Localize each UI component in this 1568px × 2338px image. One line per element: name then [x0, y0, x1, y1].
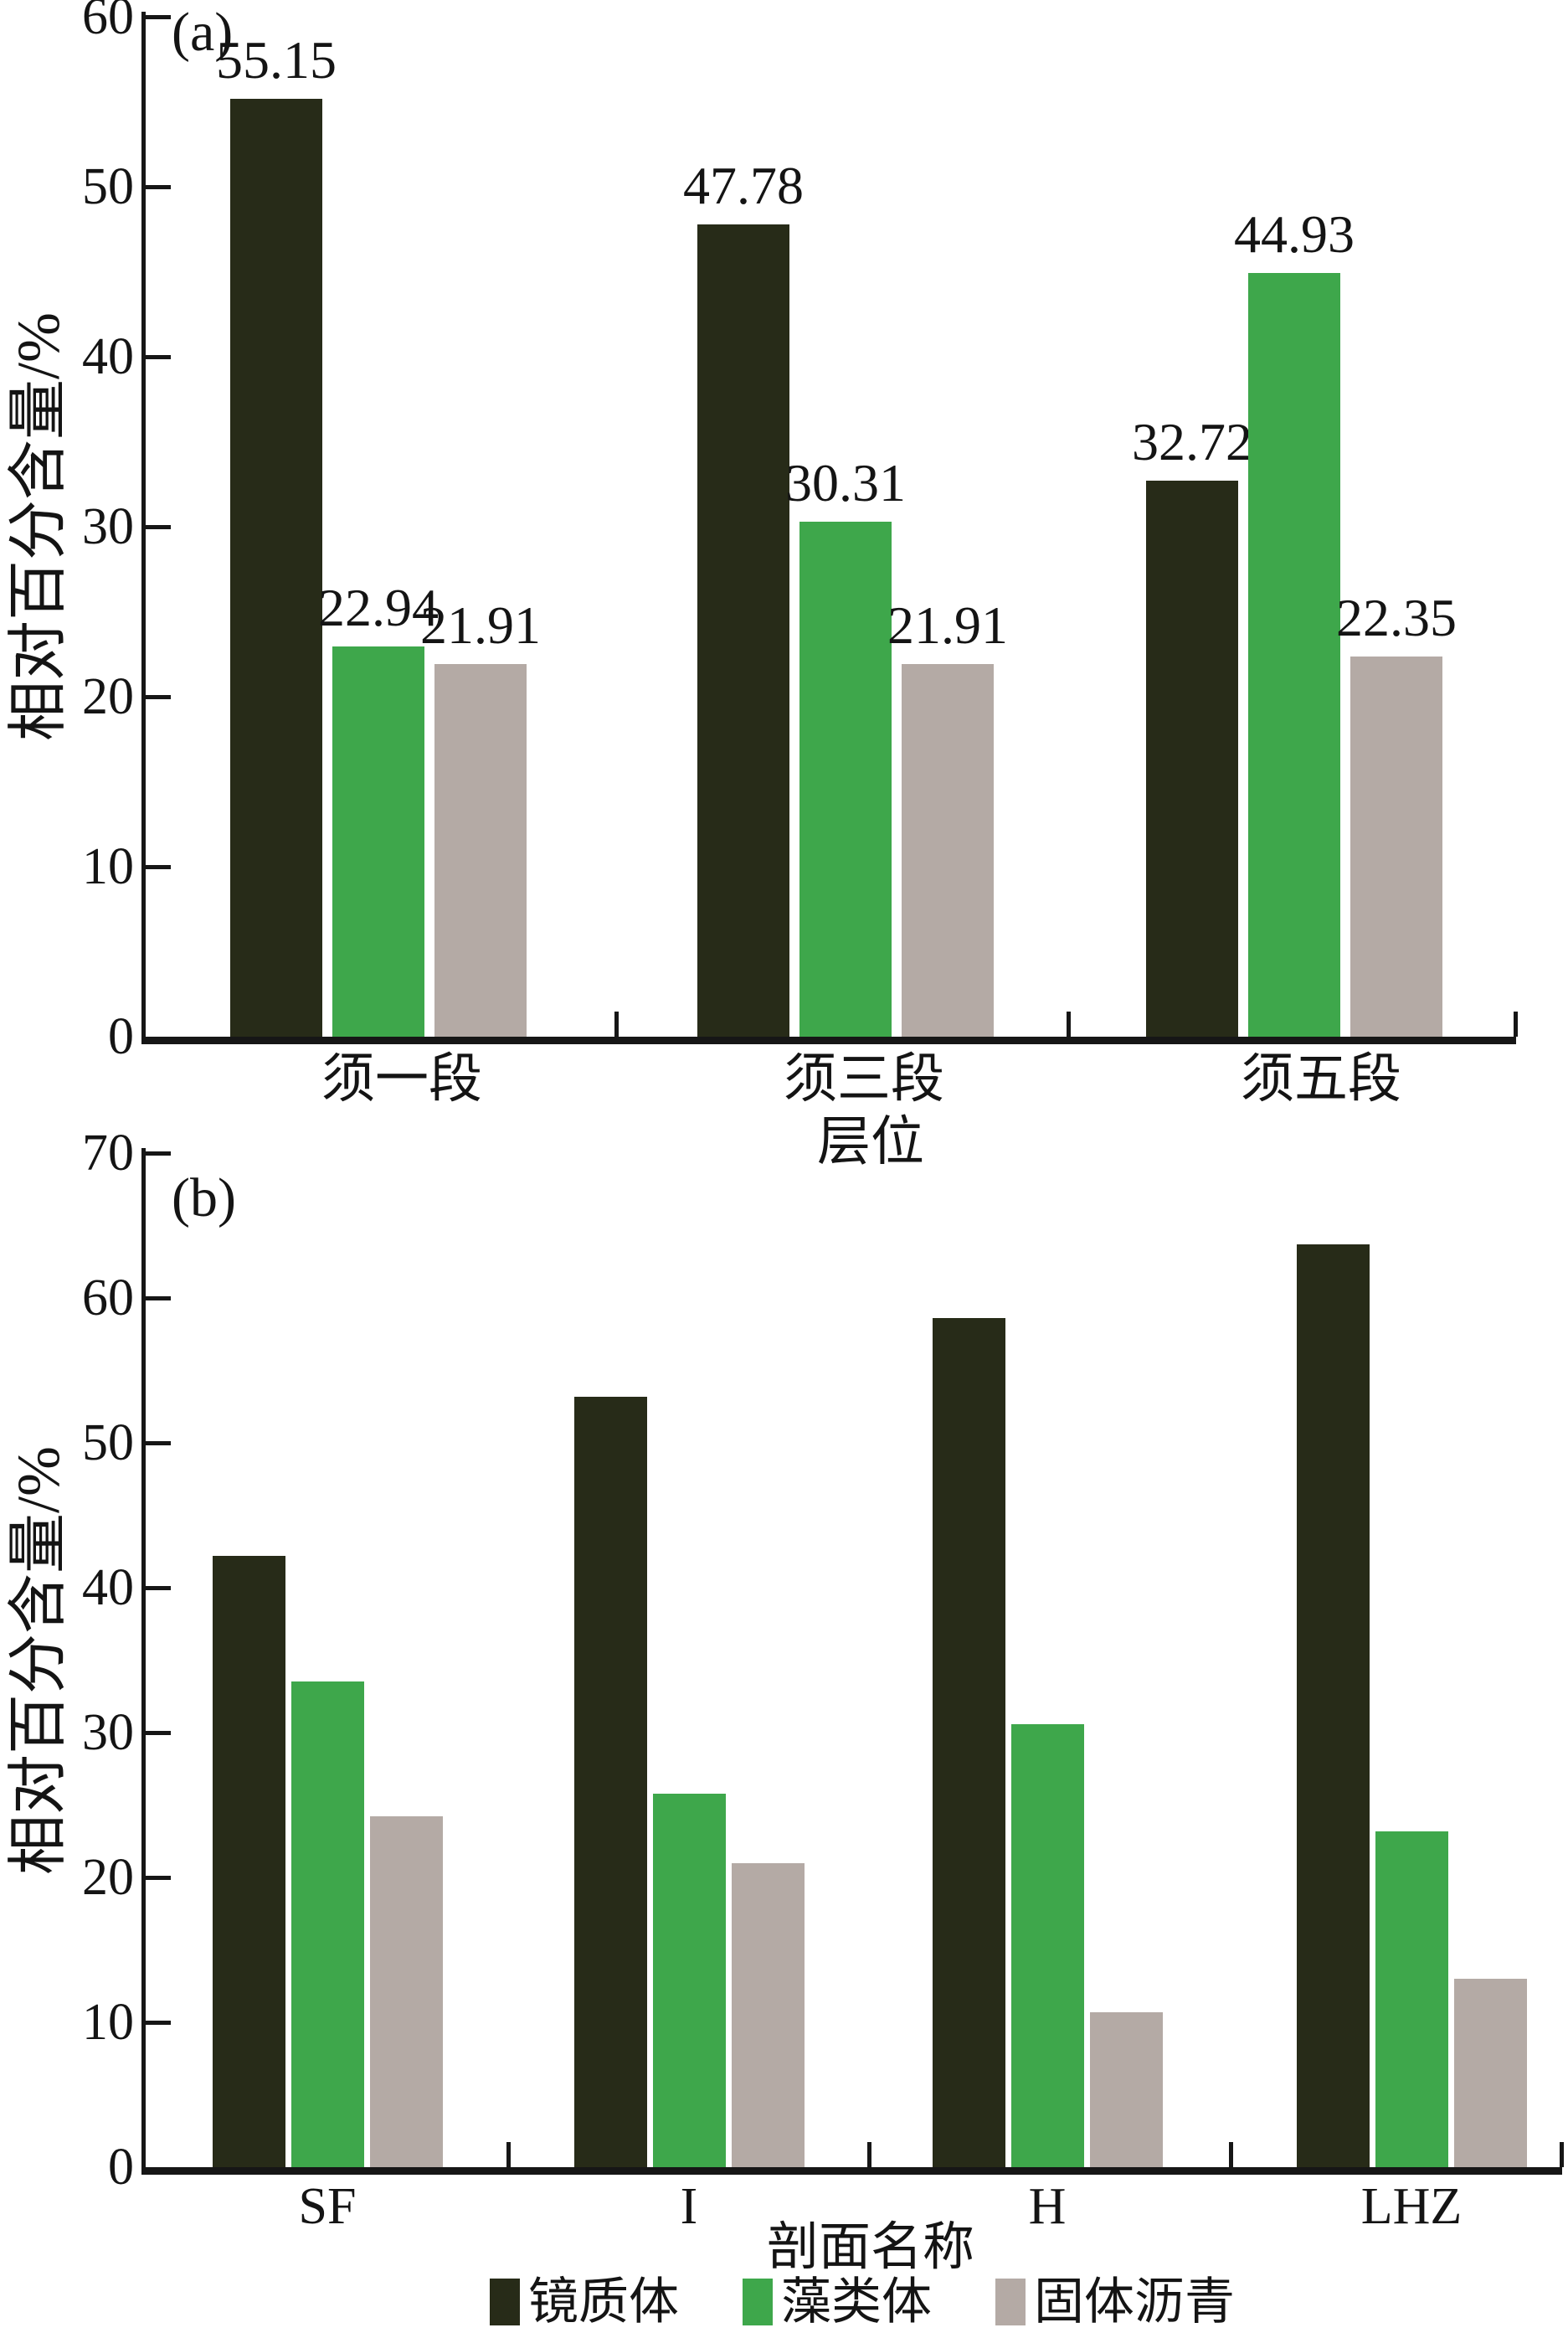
y-tick-label: 50 — [82, 1414, 134, 1471]
y-tick — [146, 14, 171, 19]
panel-b-label: (b) — [172, 1167, 236, 1228]
legend-item: 固体沥青 — [995, 2276, 1235, 2328]
y-tick — [146, 694, 171, 699]
bar-藻类体-H — [1010, 1723, 1084, 2167]
y-tick — [146, 524, 171, 529]
x-category-label: 须五段 — [1241, 1049, 1401, 1109]
y-tick-label: 10 — [82, 1994, 134, 2051]
bar-镜质体-I — [573, 1396, 647, 2167]
legend: 镜质体 藻类体 固体沥青 — [490, 2276, 1235, 2328]
bar-藻类体-须五段 — [1248, 272, 1340, 1037]
x-tick — [866, 2142, 871, 2167]
y-tick — [146, 1440, 171, 1445]
panel-b-x-axis-title: 剖面名称 — [766, 2219, 975, 2276]
bar-value-label: 22.94 — [318, 578, 439, 638]
legend-swatch-icon — [743, 2279, 773, 2325]
bar-镜质体-SF — [212, 1555, 285, 2167]
y-tick-label: 70 — [82, 1125, 134, 1182]
x-tick — [1559, 2142, 1564, 2167]
bar-value-label: 30.31 — [785, 452, 906, 512]
y-tick-label: 10 — [82, 838, 134, 895]
x-tick — [614, 1012, 619, 1037]
bar-藻类体-SF — [290, 1681, 364, 2167]
bar-value-label: 47.78 — [683, 156, 804, 216]
legend-item: 藻类体 — [743, 2276, 932, 2328]
bar-固体沥青-I — [731, 1862, 805, 2167]
x-axis — [141, 1037, 1516, 1044]
panel-a-label: (a) — [172, 2, 234, 63]
bar-value-label: 22.35 — [1336, 588, 1457, 648]
panel-a-x-axis-title: 层位 — [817, 1112, 924, 1172]
x-category-label: LHZ — [1360, 2178, 1463, 2235]
bar-value-label: 32.72 — [1132, 411, 1252, 471]
bar-value-label: 21.91 — [887, 595, 1008, 656]
bar-固体沥青-H — [1089, 2011, 1163, 2167]
x-tick — [1228, 2142, 1233, 2167]
bar-固体沥青-须三段 — [902, 664, 994, 1037]
bar-藻类体-须一段 — [332, 646, 424, 1037]
bar-固体沥青-须一段 — [434, 664, 527, 1037]
x-category-label: I — [680, 2178, 698, 2235]
legend-item: 镜质体 — [490, 2276, 679, 2328]
bar-固体沥青-须五段 — [1350, 657, 1442, 1037]
bar-value-label: 55.15 — [216, 30, 337, 90]
y-axis — [141, 12, 146, 1044]
bar-镜质体-LHZ — [1296, 1244, 1370, 2167]
bar-镜质体-须五段 — [1146, 480, 1238, 1037]
legend-label: 藻类体 — [781, 2274, 932, 2330]
y-tick — [146, 1730, 171, 1735]
y-tick-label: 40 — [82, 328, 134, 385]
y-tick — [146, 2020, 171, 2025]
legend-swatch-icon — [490, 2279, 520, 2325]
y-axis — [141, 1148, 146, 2175]
bar-镜质体-H — [932, 1318, 1005, 2167]
bar-镜质体-须一段 — [230, 99, 322, 1037]
bar-固体沥青-LHZ — [1453, 1979, 1527, 2167]
y-tick — [146, 1151, 171, 1156]
bar-藻类体-须三段 — [799, 521, 892, 1037]
bar-藻类体-I — [652, 1793, 726, 2167]
y-tick-label: 60 — [82, 0, 134, 45]
y-tick — [146, 1585, 171, 1590]
y-tick-label: 30 — [82, 1704, 134, 1761]
y-tick-label: 60 — [82, 1269, 134, 1326]
legend-label: 固体沥青 — [1034, 2274, 1235, 2330]
x-axis — [141, 2167, 1562, 2175]
x-category-label: 须三段 — [784, 1049, 944, 1109]
bar-固体沥青-SF — [369, 1816, 443, 2167]
x-category-label: 须一段 — [321, 1049, 482, 1109]
y-tick-label: 50 — [82, 158, 134, 215]
y-tick-label: 20 — [82, 1849, 134, 1906]
y-tick — [146, 184, 171, 189]
y-tick-label: 0 — [108, 2139, 134, 2196]
y-tick — [146, 354, 171, 359]
y-tick — [146, 1875, 171, 1880]
x-tick — [1513, 1012, 1518, 1037]
y-tick-label: 0 — [108, 1008, 134, 1065]
legend-label: 镜质体 — [528, 2274, 679, 2330]
x-category-label: H — [1028, 2178, 1067, 2235]
y-tick-label: 20 — [82, 668, 134, 725]
bar-藻类体-LHZ — [1375, 1831, 1448, 2167]
x-tick — [1066, 1012, 1071, 1037]
y-tick — [146, 1295, 171, 1300]
bar-value-label: 44.93 — [1234, 203, 1355, 264]
y-tick — [146, 864, 171, 869]
y-tick-label: 40 — [82, 1559, 134, 1616]
y-tick-label: 30 — [82, 498, 134, 555]
x-category-label: SF — [298, 2178, 357, 2235]
legend-swatch-icon — [995, 2279, 1026, 2325]
x-tick — [506, 2142, 511, 2167]
bar-镜质体-须三段 — [697, 224, 789, 1037]
panel-b-y-axis-title: 相对百分含量/% — [5, 1446, 72, 1875]
bar-value-label: 21.91 — [420, 595, 541, 656]
